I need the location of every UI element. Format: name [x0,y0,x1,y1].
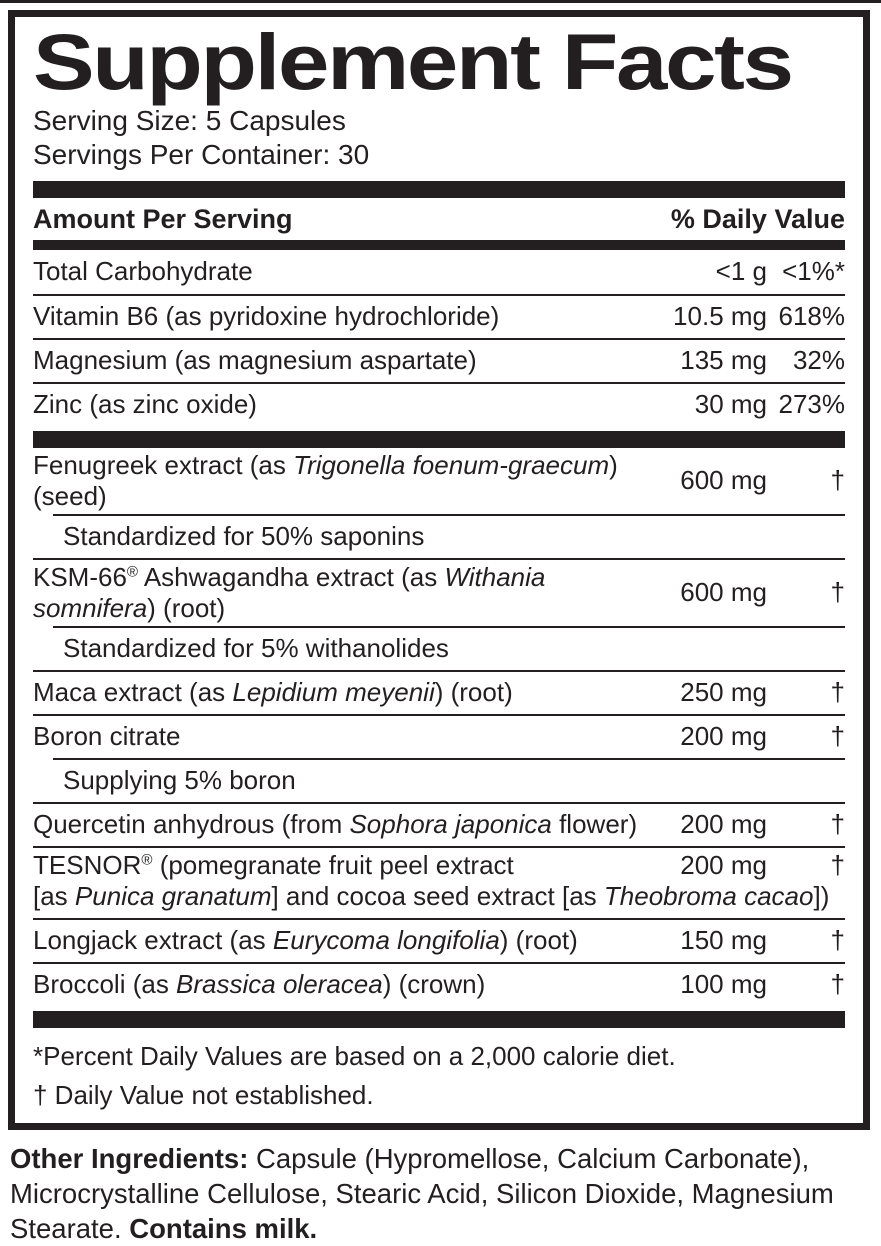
nutrient-name: TESNOR® (pomegranate fruit peel extract [33,849,514,880]
nutrient-daily-value: † [830,577,845,608]
nutrient-amount: 200 mg [680,849,767,880]
supplement-facts-panel: Supplement Facts Serving Size: 5 Capsule… [8,10,870,1130]
serving-info: Serving Size: 5 Capsules Servings Per Co… [33,104,845,171]
nutrient-name: KSM-66® Ashwagandha extract (as Withania… [33,561,546,623]
nutrient-row: Fenugreek extract (as Trigonella foenum-… [33,448,845,514]
column-header-amount: Amount Per Serving [33,203,293,234]
nutrient-name: Longjack extract (as Eurycoma longifolia… [33,925,578,956]
nutrient-row: Total Carbohydrate <1 g <1%* [33,250,845,294]
nutrient-daily-value: † [830,849,845,880]
sub-ingredient-row: Supplying 5% boron [53,757,845,802]
nutrient-row: Vitamin B6 (as pyridoxine hydrochloride)… [33,293,846,338]
nutrient-amount: 200 mg [680,721,767,752]
nutrient-name: Zinc (as zinc oxide) [33,389,257,420]
column-header-daily-value: % Daily Value [670,203,845,234]
section-divider-bar [33,430,845,448]
nutrient-daily-value: † [830,677,845,708]
footnote-daily-value-not-established: † Daily Value not established. [33,1079,374,1110]
nutrient-amount: 135 mg [680,345,767,376]
nutrient-amount: 600 mg [680,465,767,496]
nutrient-amount: 600 mg [680,577,767,608]
nutrient-daily-value: † [830,925,845,956]
nutrient-name: Maca extract (as Lepidium meyenii) (root… [33,677,513,708]
sub-ingredient-row: Standardized for 50% saponins [53,513,845,558]
nutrient-row: Magnesium (as magnesium aspartate) 135 mg… [33,337,845,382]
nutrient-amount: 150 mg [680,925,767,956]
section-divider-bar [33,180,845,198]
footnote-percent-daily-value: *Percent Daily Values are based on a 2,0… [33,1040,676,1071]
nutrient-amount: 30 mg [694,389,767,420]
nutrient-row: Quercetin anhydrous (from Sophora japoni… [33,801,845,846]
nutrient-daily-value: † [830,809,845,840]
sub-ingredient-row: Standardized for 5% withanolides [53,625,845,670]
nutrient-daily-value: 32% [792,345,845,376]
footnotes: *Percent Daily Values are based on a 2,0… [33,1037,845,1115]
nutrient-row: TESNOR® (pomegranate fruit peel extract 2… [33,845,845,918]
nutrient-name: Total Carbohydrate [33,256,253,287]
nutrient-name: Supplying 5% boron [63,765,296,796]
nutrient-name: Standardized for 5% withanolides [63,633,449,664]
nutrient-daily-value: † [830,969,845,1000]
nutrient-daily-value: 273% [778,389,846,420]
nutrient-row: Zinc (as zinc oxide) 30 mg 273% [33,381,846,426]
nutrient-row: Boron citrate 200 mg † [33,713,845,758]
table-header: Amount Per Serving % Daily Value [33,198,845,240]
nutrient-daily-value: 618% [778,301,846,332]
nutrient-rows: Total Carbohydrate <1 g <1%* Vitamin B6 (as… [33,250,845,1028]
panel-title: Supplement Facts [33,17,794,106]
page-top-rule [0,0,881,3]
nutrient-row: Broccoli (as Brassica oleracea) (crown) 1… [33,961,845,1006]
nutrient-amount: <1 g [715,256,767,287]
nutrient-daily-value: † [830,465,845,496]
nutrient-name: Boron citrate [33,721,181,752]
nutrient-amount: 100 mg [680,969,767,1000]
nutrient-daily-value: <1%* [782,256,845,287]
nutrient-name: Vitamin B6 (as pyridoxine hydrochloride) [33,301,500,332]
nutrient-name: Quercetin anhydrous (from Sophora japoni… [33,809,638,840]
nutrient-amount: 10.5 mg [673,301,767,332]
nutrient-name: Fenugreek extract (as Trigonella foenum-… [33,449,618,511]
section-divider-bar [33,1010,845,1028]
servings-per-container: Servings Per Container: 30 [33,139,370,170]
nutrient-amount: 200 mg [680,809,767,840]
nutrient-row: Longjack extract (as Eurycoma longifolia… [33,917,845,962]
serving-size: Serving Size: 5 Capsules [33,105,346,137]
nutrient-name: Standardized for 50% saponins [63,521,425,552]
nutrient-row: KSM-66® Ashwagandha extract (as Withania… [33,557,845,626]
nutrient-row: Maca extract (as Lepidium meyenii) (root… [33,669,845,714]
other-ingredients: Other Ingredients: Capsule (Hypromellose… [10,1142,834,1244]
nutrient-amount: 250 mg [680,677,767,708]
nutrient-name-continued: [as Punica granatum] and cocoa seed extr… [33,880,830,911]
nutrient-name: Broccoli (as Brassica oleracea) (crown) [33,969,486,1000]
nutrient-name: Magnesium (as magnesium aspartate) [33,345,477,376]
header-divider-bar [33,239,845,250]
nutrient-daily-value: † [830,721,845,752]
